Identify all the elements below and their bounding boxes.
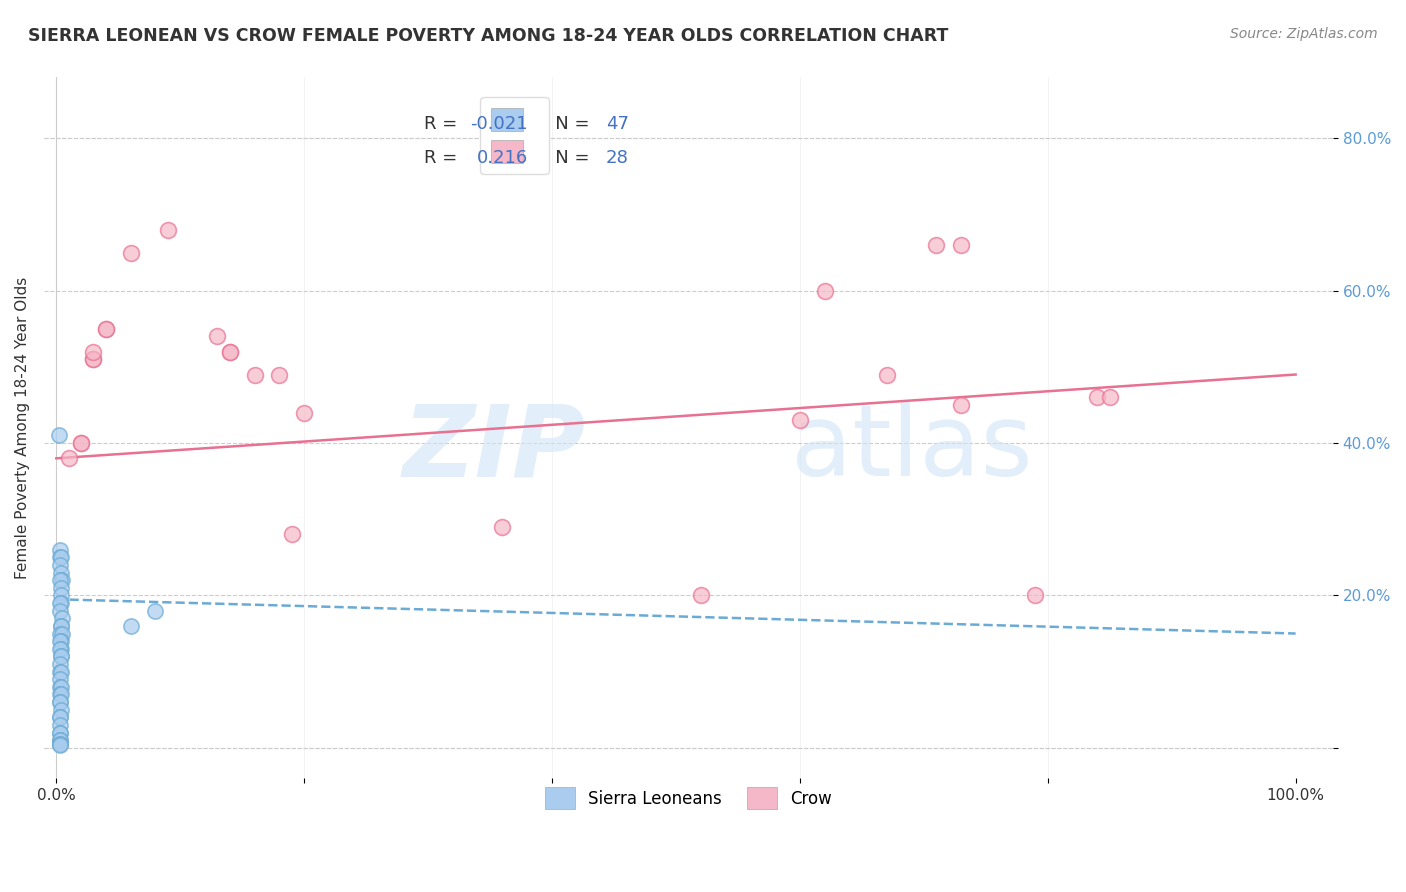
- Text: 0.216: 0.216: [477, 149, 529, 167]
- Point: [51, 688, 73, 702]
- Point: [49, 725, 72, 739]
- Point: [51, 649, 73, 664]
- Point: [49, 634, 72, 648]
- Point: [49, 688, 72, 702]
- Point: [49, 665, 72, 679]
- Point: [49, 558, 72, 572]
- Text: ZIP: ZIP: [402, 401, 585, 498]
- Point: [49, 737, 72, 751]
- Point: [1085, 390, 1108, 404]
- Text: R =: R =: [425, 115, 463, 134]
- Point: [51, 619, 73, 633]
- Point: [49, 641, 72, 656]
- Point: [120, 245, 142, 260]
- Point: [269, 368, 291, 382]
- Point: [145, 604, 167, 618]
- Point: [51, 665, 73, 679]
- Point: [49, 573, 72, 587]
- Point: [48, 428, 70, 442]
- Text: Source: ZipAtlas.com: Source: ZipAtlas.com: [1230, 27, 1378, 41]
- Text: R =: R =: [425, 149, 468, 167]
- Point: [491, 520, 513, 534]
- Point: [51, 626, 73, 640]
- Text: atlas: atlas: [792, 401, 1033, 498]
- Point: [156, 223, 179, 237]
- Point: [949, 398, 972, 412]
- Point: [49, 725, 72, 739]
- Point: [218, 344, 240, 359]
- Point: [51, 649, 73, 664]
- Point: [51, 641, 73, 656]
- Point: [243, 368, 266, 382]
- Point: [876, 368, 898, 382]
- Text: 47: 47: [606, 115, 628, 134]
- Point: [82, 352, 104, 367]
- Point: [49, 657, 72, 671]
- Point: [70, 436, 93, 450]
- Point: [58, 451, 80, 466]
- Point: [51, 573, 73, 587]
- Point: [1024, 589, 1046, 603]
- Point: [51, 680, 73, 694]
- Point: [49, 672, 72, 686]
- Point: [94, 322, 117, 336]
- Point: [51, 550, 73, 565]
- Text: -0.021: -0.021: [470, 115, 527, 134]
- Point: [1098, 390, 1121, 404]
- Point: [51, 634, 73, 648]
- Point: [789, 413, 811, 427]
- Point: [814, 284, 837, 298]
- Point: [94, 322, 117, 336]
- Point: [925, 238, 948, 252]
- Point: [49, 739, 72, 753]
- Point: [49, 733, 72, 747]
- Point: [49, 733, 72, 747]
- Point: [218, 344, 240, 359]
- Point: [51, 703, 73, 717]
- Point: [51, 611, 73, 625]
- Point: [281, 527, 304, 541]
- Point: [51, 581, 73, 595]
- Point: [49, 710, 72, 724]
- Point: [70, 436, 93, 450]
- Point: [49, 596, 72, 610]
- Point: [49, 695, 72, 709]
- Point: [207, 329, 229, 343]
- Text: N =: N =: [538, 115, 596, 134]
- Text: N =: N =: [537, 149, 595, 167]
- Point: [51, 619, 73, 633]
- Legend: Sierra Leoneans, Crow: Sierra Leoneans, Crow: [538, 780, 838, 815]
- Point: [82, 344, 104, 359]
- Point: [49, 604, 72, 618]
- Point: [51, 596, 73, 610]
- Text: 28: 28: [606, 149, 628, 167]
- Point: [49, 695, 72, 709]
- Point: [82, 352, 104, 367]
- Y-axis label: Female Poverty Among 18-24 Year Olds: Female Poverty Among 18-24 Year Olds: [15, 277, 30, 579]
- Point: [49, 542, 72, 557]
- Point: [49, 626, 72, 640]
- Point: [49, 550, 72, 565]
- Point: [292, 406, 315, 420]
- Point: [689, 589, 711, 603]
- Point: [49, 718, 72, 732]
- Point: [49, 737, 72, 751]
- Text: SIERRA LEONEAN VS CROW FEMALE POVERTY AMONG 18-24 YEAR OLDS CORRELATION CHART: SIERRA LEONEAN VS CROW FEMALE POVERTY AM…: [28, 27, 949, 45]
- Point: [120, 619, 142, 633]
- Point: [51, 566, 73, 580]
- Point: [49, 680, 72, 694]
- Point: [949, 238, 972, 252]
- Point: [51, 589, 73, 603]
- Point: [49, 710, 72, 724]
